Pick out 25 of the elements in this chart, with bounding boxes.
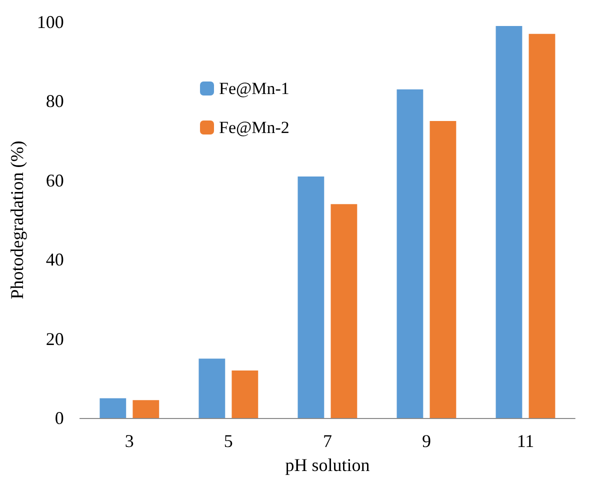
x-tick-label: 11 (516, 431, 534, 451)
y-axis-title: Photodegradation (%) (7, 140, 27, 300)
bar (232, 370, 258, 418)
x-tick-label: 3 (124, 431, 134, 451)
x-tick-label: 5 (224, 431, 233, 451)
x-tick-label: 7 (322, 431, 332, 451)
bar (430, 121, 456, 418)
y-tick-label: 80 (46, 91, 64, 112)
y-tick-label: 40 (46, 250, 64, 270)
bar (132, 400, 160, 418)
x-tick-label: 9 (422, 431, 431, 451)
bar (330, 204, 358, 418)
y-tick-label: 20 (46, 328, 64, 349)
bar (198, 358, 226, 418)
bar (528, 34, 556, 418)
y-tick-label: 100 (36, 12, 64, 32)
x-axis-title: pH solution (285, 455, 370, 475)
legend-label: Fe@Mn-1 (219, 79, 290, 98)
y-tick-label: 0 (54, 408, 64, 428)
bar (100, 398, 126, 418)
bar (496, 26, 522, 418)
bar (298, 176, 324, 418)
y-tick-label: 60 (46, 170, 64, 190)
legend-label: Fe@Mn-2 (219, 118, 290, 137)
bar (396, 89, 424, 418)
